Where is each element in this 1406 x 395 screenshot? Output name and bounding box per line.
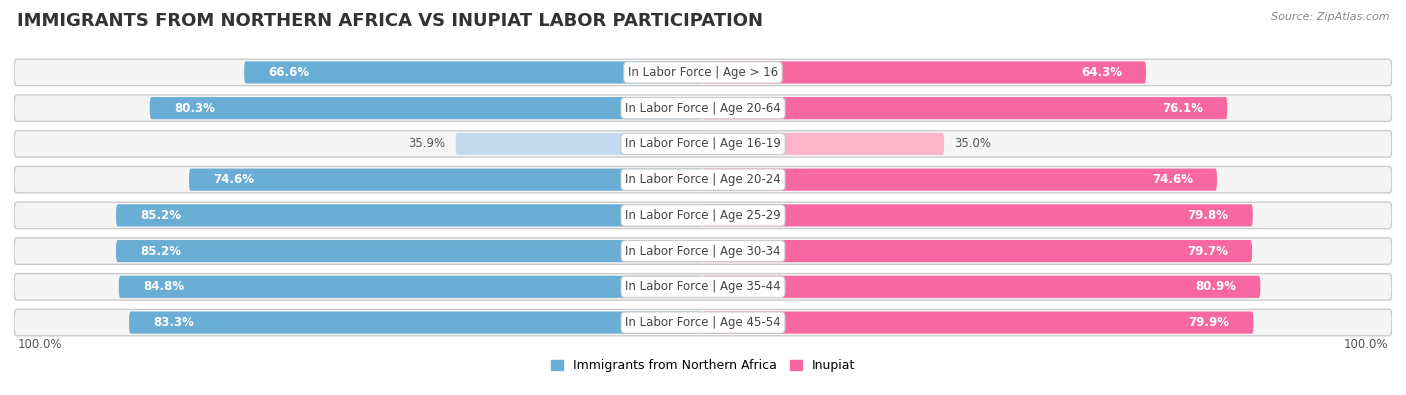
Text: 100.0%: 100.0% xyxy=(1344,338,1389,351)
Text: In Labor Force | Age 35-44: In Labor Force | Age 35-44 xyxy=(626,280,780,293)
Text: 84.8%: 84.8% xyxy=(143,280,184,293)
Text: Source: ZipAtlas.com: Source: ZipAtlas.com xyxy=(1271,12,1389,22)
FancyBboxPatch shape xyxy=(703,204,1253,226)
FancyBboxPatch shape xyxy=(14,59,1392,86)
FancyBboxPatch shape xyxy=(703,97,1227,119)
FancyBboxPatch shape xyxy=(456,133,703,155)
FancyBboxPatch shape xyxy=(117,240,703,262)
Text: 74.6%: 74.6% xyxy=(214,173,254,186)
FancyBboxPatch shape xyxy=(703,312,1254,334)
FancyBboxPatch shape xyxy=(245,61,703,83)
Text: 66.6%: 66.6% xyxy=(269,66,309,79)
Text: 35.0%: 35.0% xyxy=(955,137,991,150)
Text: 64.3%: 64.3% xyxy=(1081,66,1122,79)
Text: In Labor Force | Age > 16: In Labor Force | Age > 16 xyxy=(628,66,778,79)
FancyBboxPatch shape xyxy=(14,202,1392,229)
FancyBboxPatch shape xyxy=(14,238,1392,264)
FancyBboxPatch shape xyxy=(14,274,1392,300)
FancyBboxPatch shape xyxy=(118,276,703,298)
FancyBboxPatch shape xyxy=(703,240,1253,262)
Legend: Immigrants from Northern Africa, Inupiat: Immigrants from Northern Africa, Inupiat xyxy=(546,354,860,377)
FancyBboxPatch shape xyxy=(703,133,945,155)
Text: 79.8%: 79.8% xyxy=(1188,209,1229,222)
Text: 80.9%: 80.9% xyxy=(1195,280,1236,293)
Text: 80.3%: 80.3% xyxy=(174,102,215,115)
Text: In Labor Force | Age 20-64: In Labor Force | Age 20-64 xyxy=(626,102,780,115)
Text: In Labor Force | Age 20-24: In Labor Force | Age 20-24 xyxy=(626,173,780,186)
Text: 85.2%: 85.2% xyxy=(141,245,181,258)
FancyBboxPatch shape xyxy=(129,312,703,334)
Text: 79.9%: 79.9% xyxy=(1188,316,1229,329)
Text: 83.3%: 83.3% xyxy=(153,316,194,329)
Text: 79.7%: 79.7% xyxy=(1187,245,1227,258)
FancyBboxPatch shape xyxy=(14,131,1392,157)
FancyBboxPatch shape xyxy=(14,95,1392,121)
Text: 85.2%: 85.2% xyxy=(141,209,181,222)
Text: IMMIGRANTS FROM NORTHERN AFRICA VS INUPIAT LABOR PARTICIPATION: IMMIGRANTS FROM NORTHERN AFRICA VS INUPI… xyxy=(17,12,763,30)
FancyBboxPatch shape xyxy=(117,204,703,226)
FancyBboxPatch shape xyxy=(703,61,1146,83)
Text: In Labor Force | Age 30-34: In Labor Force | Age 30-34 xyxy=(626,245,780,258)
Text: In Labor Force | Age 25-29: In Labor Force | Age 25-29 xyxy=(626,209,780,222)
Text: 74.6%: 74.6% xyxy=(1152,173,1192,186)
Text: 76.1%: 76.1% xyxy=(1163,102,1204,115)
Text: 35.9%: 35.9% xyxy=(408,137,446,150)
Text: In Labor Force | Age 45-54: In Labor Force | Age 45-54 xyxy=(626,316,780,329)
FancyBboxPatch shape xyxy=(188,169,703,191)
FancyBboxPatch shape xyxy=(150,97,703,119)
Text: In Labor Force | Age 16-19: In Labor Force | Age 16-19 xyxy=(626,137,780,150)
FancyBboxPatch shape xyxy=(14,309,1392,336)
FancyBboxPatch shape xyxy=(703,276,1260,298)
FancyBboxPatch shape xyxy=(703,169,1218,191)
FancyBboxPatch shape xyxy=(14,166,1392,193)
Text: 100.0%: 100.0% xyxy=(17,338,62,351)
